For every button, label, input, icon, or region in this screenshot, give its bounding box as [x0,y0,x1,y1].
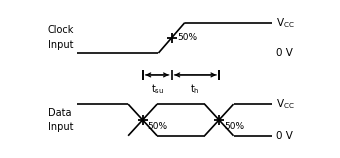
Text: 50%: 50% [147,122,168,131]
Text: V$_{\mathregular{CC}}$: V$_{\mathregular{CC}}$ [276,97,294,111]
Text: 0 V: 0 V [276,48,293,58]
Text: Input: Input [48,40,73,50]
Text: t$_{\mathregular{h}}$: t$_{\mathregular{h}}$ [190,82,200,96]
Text: 0 V: 0 V [276,131,293,141]
Text: V$_{\mathregular{CC}}$: V$_{\mathregular{CC}}$ [276,16,294,30]
Text: Data: Data [48,107,71,118]
Text: 50%: 50% [224,122,244,131]
Text: Input: Input [48,122,73,132]
Text: 50%: 50% [177,33,198,42]
Text: t$_{\mathregular{su}}$: t$_{\mathregular{su}}$ [151,82,164,96]
Text: Clock: Clock [48,25,74,35]
